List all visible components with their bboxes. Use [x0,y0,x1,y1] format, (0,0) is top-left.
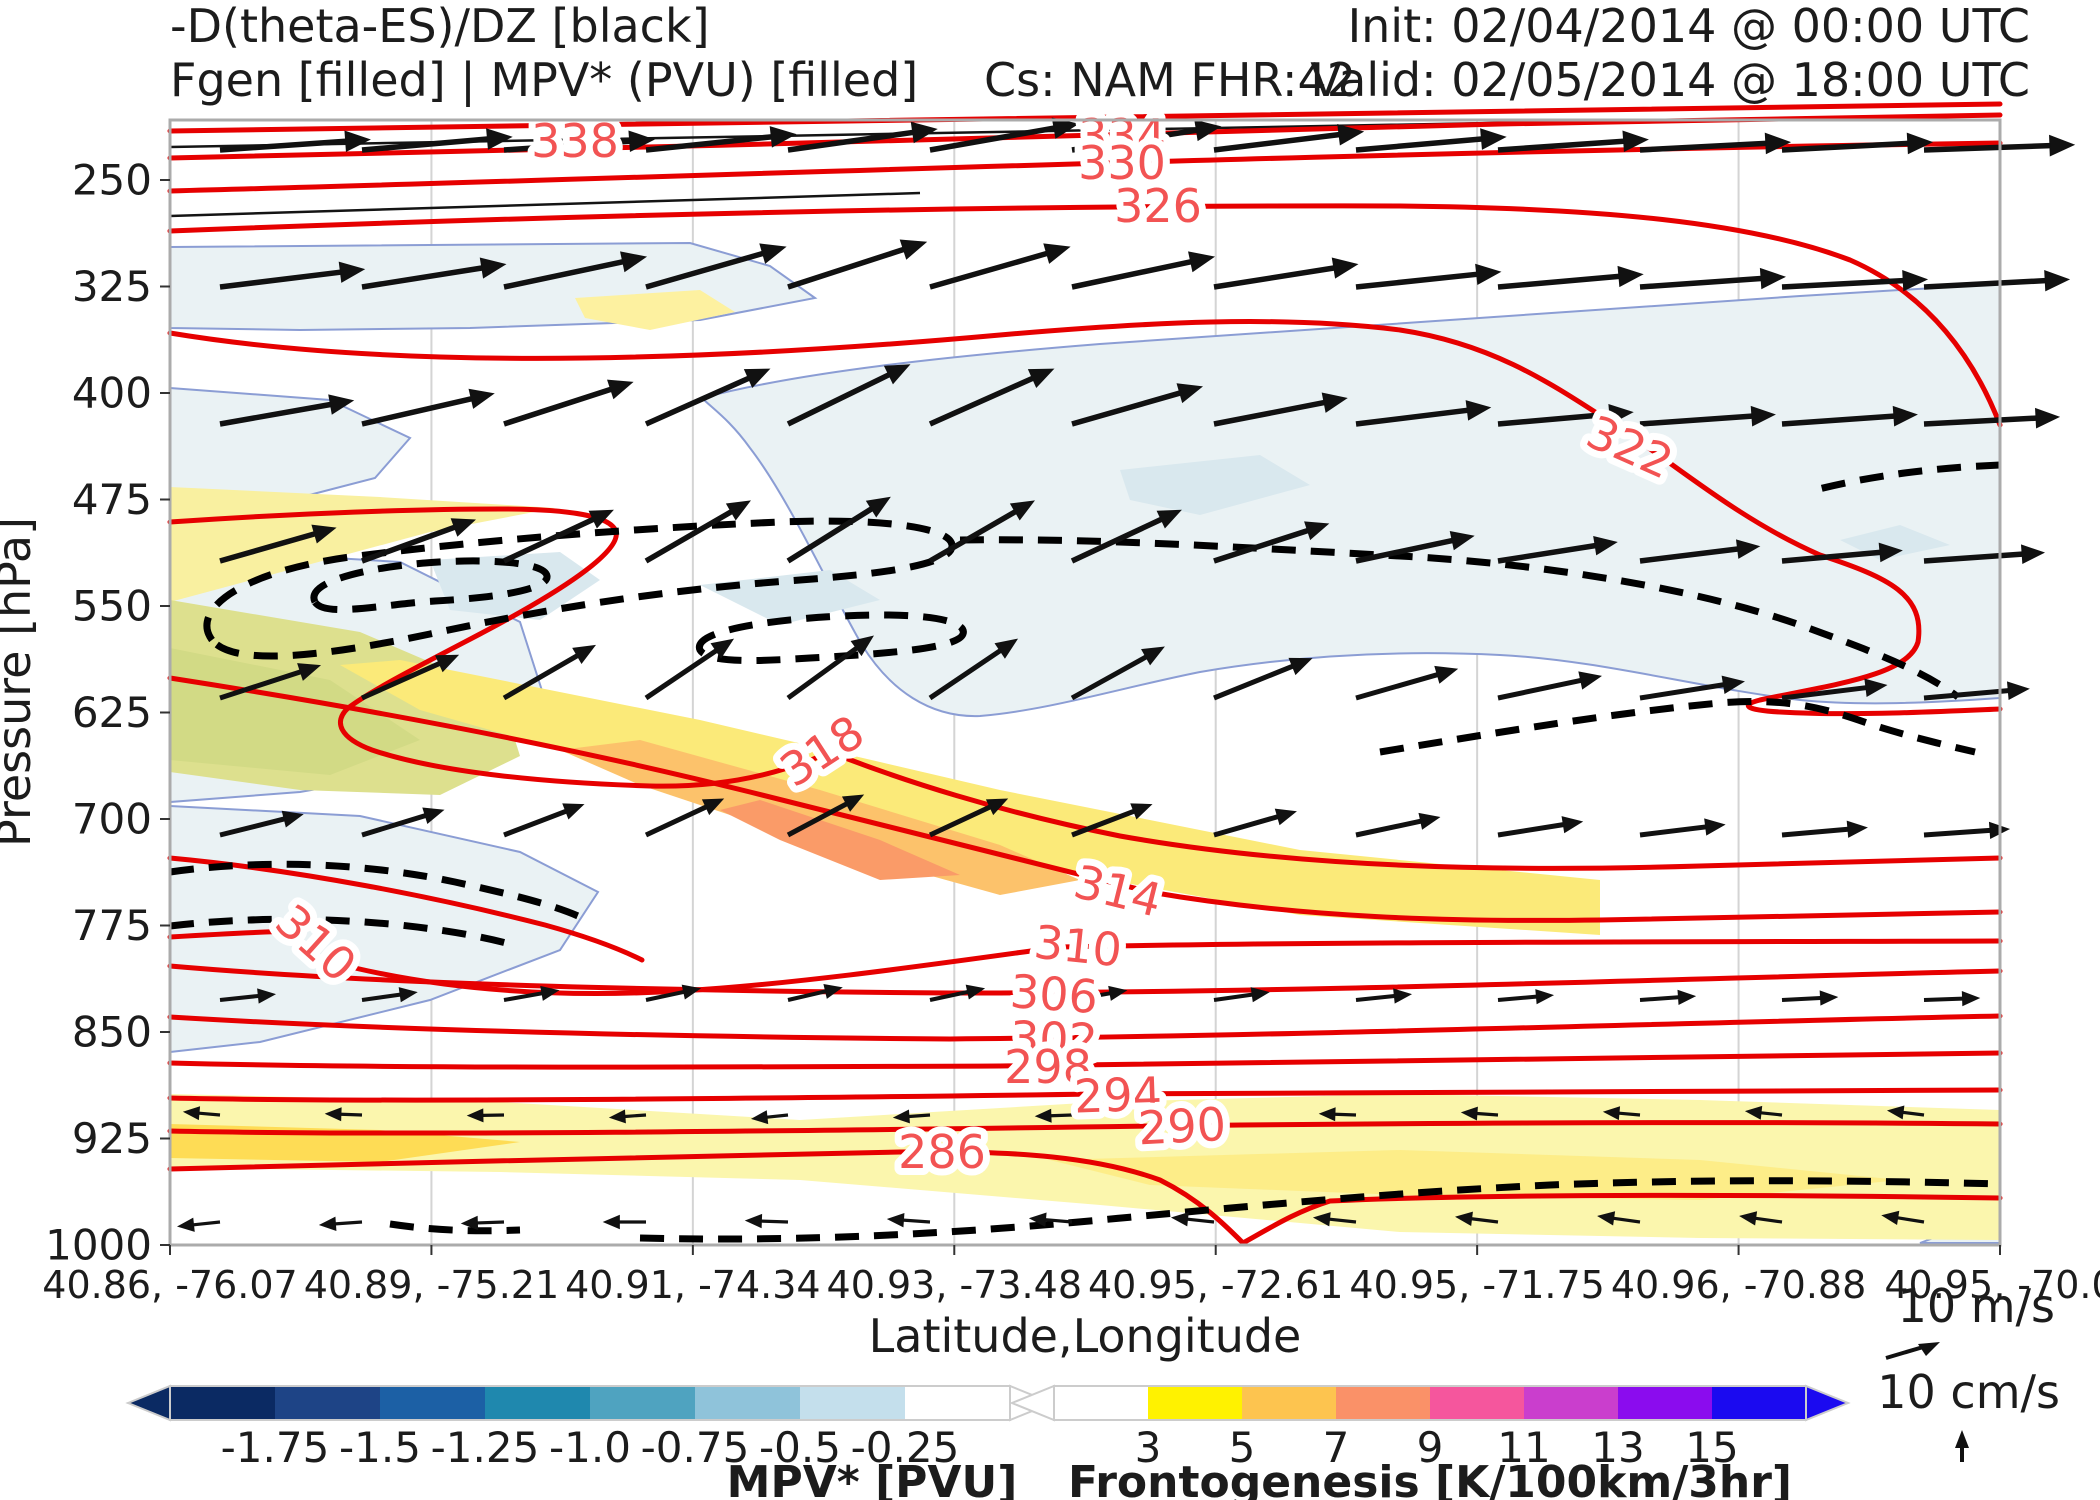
red-theta-es-contours [167,101,2003,1246]
y-tick-label: 700 [72,795,152,844]
x-tick-label: 40.95, -70.0 [1884,1263,2100,1307]
mpv-inner-patch [700,570,880,625]
fgen-gold-right [1050,1150,1900,1200]
plot-frame [168,118,2002,1247]
mpv-region-upper-left [169,241,818,332]
mpv-colorbar: -1.75 -1.5 -1.25 -1.0 -0.75 -0.5 -0.25 [125,1384,1055,1472]
contour-label: 286 [898,1125,986,1179]
y-tick-label: 325 [72,262,152,311]
mpv-region-low-left [169,804,600,1054]
title-model-run: Cs: NAM FHR:42 [984,53,1356,107]
colorbar-tick-label: -1.0 [549,1423,631,1472]
colorbar-tick-label: 11 [1497,1423,1550,1472]
title-fill-fields: Fgen [filled] | MPV* (PVU) [filled] [170,53,918,108]
colorbar-tick-label: -0.75 [641,1423,750,1472]
contour-label: 302 [1009,1011,1099,1068]
fgen-deep-orange-core [720,800,960,880]
vector-key [1885,1342,1969,1462]
fgen-patch-upper [575,290,735,330]
y-tick-label: 475 [72,475,152,524]
omega-key-label: 10 cm/s [1877,1365,2060,1419]
title-init-time: Init: 02/04/2014 @ 00:00 UTC [1348,0,2030,53]
colorbar-tick-label: -1.5 [339,1423,421,1472]
contour-label: 334 [1078,109,1166,163]
axis-ticks [160,179,2001,1255]
mpv-inner-patch [430,552,600,620]
y-tick-label: 850 [72,1008,152,1057]
y-tick-label: 625 [72,688,152,737]
colorbar-tick-label: 5 [1229,1423,1256,1472]
wind-vector-arrows [176,117,2076,1232]
wind-key-label: 10 m/s [1898,1279,2055,1333]
x-tick-label: 40.86, -76.07 [42,1263,297,1307]
omega-key-arrowhead-icon [1955,1430,1969,1448]
colorbar-tick-label: -1.75 [221,1423,330,1472]
colorbar-tick-label: -0.5 [759,1423,841,1472]
black-solid-contours [169,119,1601,218]
y-tick-label: 250 [72,156,152,205]
colorbar-tick-label: 13 [1591,1423,1644,1472]
colorbar-tick-label: 15 [1685,1423,1738,1472]
y-tick-label: 400 [72,369,152,418]
y-tick-label: 550 [72,582,152,631]
x-tick-labels: 40.86, -76.07 40.89, -75.21 40.91, -74.34 4… [42,1263,2100,1307]
title-field-black: -D(theta-ES)/DZ [black] [170,0,710,53]
wind-key-arrowhead-icon [1918,1342,1940,1356]
contour-label: 338 [531,114,619,168]
colorbar-tick-label: -0.25 [851,1423,960,1472]
contour-label: 326 [1114,179,1202,233]
y-tick-label: 925 [72,1114,152,1163]
contour-label: 298 [1004,1040,1092,1094]
frontogenesis-colorbar-title: Frontogenesis [K/100km/3hr] [1068,1457,1792,1500]
y-tick-label: 775 [72,901,152,950]
y-tick-labels: 250 325 400 475 550 625 700 775 850 925 1000 [45,156,152,1270]
mpv-colorbar-title: MPV* [PVU] [727,1457,1018,1500]
mpv-inner-patch [1120,455,1310,515]
x-tick-label: 40.96, -70.88 [1611,1263,1866,1307]
x-axis-label: Latitude,Longitude [869,1309,1302,1363]
y-axis-label: Pressure [hPa] [0,517,41,847]
frontogenesis-colorbar: 3 5 7 9 11 13 15 [1009,1384,1851,1472]
colorbar-tick-label: -1.25 [431,1423,540,1472]
contour-label: 294 [1073,1067,1163,1124]
x-tick-label: 40.93, -73.48 [827,1263,1082,1307]
colorbar-tick-label: 9 [1417,1423,1444,1472]
x-tick-label: 40.91, -74.34 [565,1263,820,1307]
colorbar-tick-label: 3 [1135,1423,1162,1472]
title-valid-time: Valid: 02/05/2014 @ 18:00 UTC [1310,53,2030,107]
y-tick-label: 1000 [45,1221,152,1270]
contour-label: 290 [1137,1097,1228,1156]
black-dashed-contours [169,461,2001,1243]
x-tick-label: 40.95, -72.61 [1088,1263,1343,1307]
x-tick-label: 40.95, -71.75 [1349,1263,1604,1307]
contour-label: 330 [1078,136,1166,190]
x-tick-label: 40.89, -75.21 [304,1263,559,1307]
colorbar-tick-label: 7 [1323,1423,1350,1472]
